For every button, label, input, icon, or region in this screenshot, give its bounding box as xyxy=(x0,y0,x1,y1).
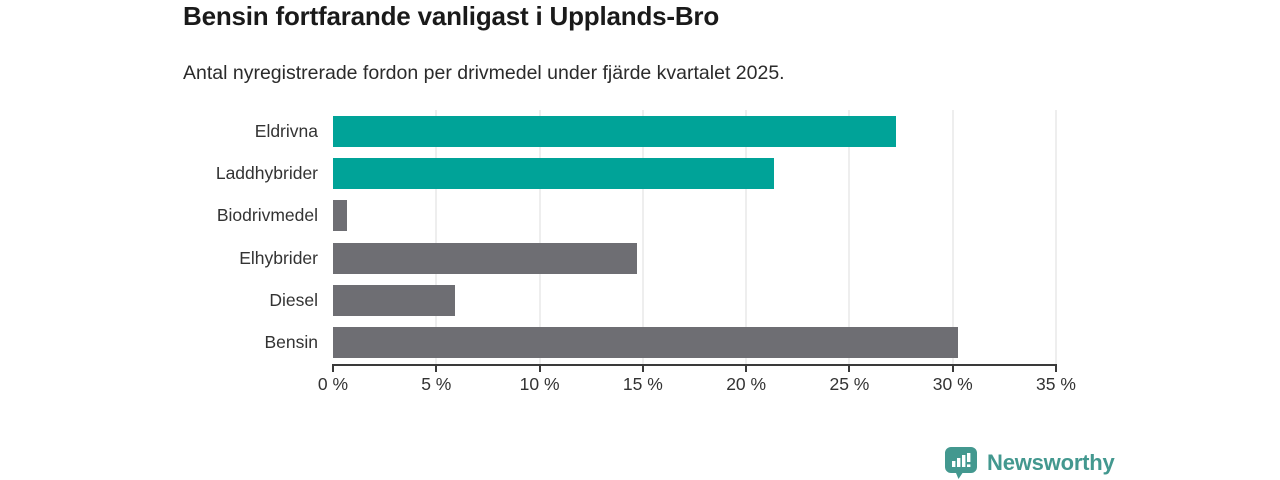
newsworthy-logo: Newsworthy xyxy=(944,446,1115,480)
x-axis-tick xyxy=(332,366,334,372)
gridline xyxy=(952,110,954,364)
bar xyxy=(333,157,774,189)
x-axis-tick-label: 10 % xyxy=(519,374,560,394)
gridlines xyxy=(333,110,1057,364)
x-axis-tick-label: 25 % xyxy=(829,374,870,394)
x-axis-tick-label: 20 % xyxy=(726,374,767,394)
bar-row: Bensin xyxy=(0,322,1057,364)
bar xyxy=(333,327,958,359)
gridline xyxy=(1055,110,1057,364)
bar-track xyxy=(333,157,1057,189)
bar-row: Elhybrider xyxy=(0,237,1057,279)
category-label: Diesel xyxy=(269,289,318,310)
chart-title: Bensin fortfarande vanligast i Upplands-… xyxy=(183,1,720,31)
bar-row: Biodrivmedel xyxy=(0,195,1057,237)
bar-track xyxy=(333,327,1057,359)
category-label: Bensin xyxy=(264,332,318,353)
x-axis-tick xyxy=(1055,366,1057,372)
x-axis-tick xyxy=(848,366,851,372)
bar xyxy=(333,284,456,316)
category-label: Laddhybrider xyxy=(215,162,318,183)
x-axis-ticks: 0 % 5 % 10 % 15 % 20 % 25 % 30 % 35 % xyxy=(318,366,1076,396)
bar xyxy=(333,115,896,147)
bar-rows: Eldrivna Laddhybrider Biodrivmedel Elhybrid… xyxy=(0,110,1057,364)
gridline xyxy=(539,110,541,364)
x-axis-tick-label: 5 % xyxy=(421,374,452,394)
x-axis-tick xyxy=(745,366,748,372)
category-label: Elhybrider xyxy=(239,247,318,268)
bar-row: Eldrivna xyxy=(0,110,1057,152)
x-axis-tick xyxy=(435,366,438,372)
bar-track xyxy=(333,115,1057,147)
x-axis-tick-label: 30 % xyxy=(932,374,973,394)
x-axis-tick-label: 0 % xyxy=(317,374,349,394)
bar-row: Laddhybrider xyxy=(0,152,1057,194)
category-label: Biodrivmedel xyxy=(216,205,318,226)
category-label: Eldrivna xyxy=(254,120,318,141)
bar-track xyxy=(333,200,1057,232)
gridline xyxy=(745,110,747,364)
x-axis-tick xyxy=(641,366,644,372)
x-axis-line xyxy=(332,364,1057,366)
gridline xyxy=(848,110,850,364)
bar-track xyxy=(333,242,1057,274)
chart-subtitle: Antal nyregistrerade fordon per drivmede… xyxy=(183,62,785,84)
bar-row: Diesel xyxy=(0,279,1057,321)
bar xyxy=(333,200,348,232)
x-axis-tick-label: 15 % xyxy=(622,374,663,394)
gridline xyxy=(435,110,437,364)
gridline xyxy=(642,110,644,364)
x-axis-tick xyxy=(951,366,954,372)
newsworthy-logo-text: Newsworthy xyxy=(987,450,1115,475)
bar xyxy=(333,242,638,274)
x-axis-tick-label: 35 % xyxy=(1036,374,1076,394)
x-axis-tick xyxy=(538,366,541,372)
newsworthy-logo-icon xyxy=(945,447,977,479)
bar-track xyxy=(333,284,1057,316)
